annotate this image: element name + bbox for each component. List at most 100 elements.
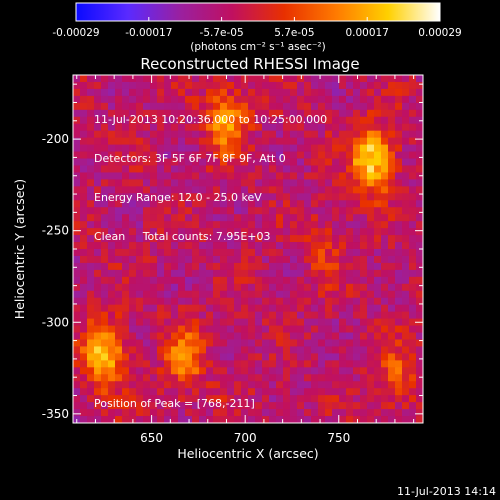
heatmap-cell — [157, 193, 165, 201]
heatmap-cell — [311, 360, 319, 368]
heatmap-cell — [80, 186, 88, 194]
heatmap-cell — [318, 186, 326, 194]
heatmap-cell — [185, 144, 193, 152]
heatmap-cell — [115, 416, 123, 424]
heatmap-cell — [73, 123, 81, 132]
heatmap-cell — [73, 221, 81, 229]
heatmap-cell — [192, 137, 200, 145]
heatmap-cell — [206, 158, 214, 166]
heatmap-cell — [80, 374, 88, 382]
heatmap-cell — [409, 290, 417, 299]
heatmap-cell — [178, 102, 186, 111]
heatmap-cell — [73, 395, 81, 403]
heatmap-cell — [297, 276, 305, 285]
heatmap-cell — [129, 290, 137, 299]
heatmap-cell — [192, 123, 200, 132]
heatmap-cell — [332, 207, 340, 215]
annotation-detectors: Detectors: 3F 5F 6F 7F 8F 9F, Att 0 — [94, 152, 286, 165]
heatmap-cell — [325, 165, 333, 173]
heatmap-cell — [276, 81, 284, 90]
heatmap-cell — [164, 151, 172, 159]
heatmap-cell — [73, 151, 81, 159]
heatmap-cell — [101, 395, 109, 403]
heatmap-cell — [220, 109, 228, 118]
heatmap-cell — [332, 95, 340, 104]
heatmap-cell — [213, 144, 221, 152]
heatmap-cell — [325, 207, 333, 215]
heatmap-cell — [241, 116, 249, 125]
heatmap-cell — [199, 186, 207, 194]
heatmap-cell — [353, 151, 361, 159]
heatmap-cell — [220, 409, 228, 417]
heatmap-cell — [129, 130, 137, 139]
heatmap-cell — [374, 151, 382, 159]
heatmap-cell — [87, 255, 95, 264]
heatmap-cell — [255, 137, 263, 145]
heatmap-cell — [122, 290, 130, 299]
heatmap-cell — [353, 249, 361, 257]
heatmap-cell — [220, 235, 228, 243]
heatmap-cell — [143, 123, 151, 132]
heatmap-cell — [255, 395, 263, 403]
heatmap-cell — [213, 262, 221, 271]
heatmap-cell — [94, 151, 102, 159]
heatmap-cell — [346, 95, 354, 104]
heatmap-cell — [297, 158, 305, 166]
heatmap-cell — [241, 360, 249, 368]
heatmap-cell — [353, 262, 361, 271]
heatmap-cell — [129, 186, 137, 194]
heatmap-cell — [185, 221, 193, 229]
heatmap-cell — [101, 381, 109, 389]
heatmap-cell — [108, 221, 116, 229]
heatmap-cell — [367, 255, 375, 264]
heatmap-cell — [416, 304, 424, 313]
heatmap-cell — [360, 109, 368, 118]
heatmap-cell — [143, 158, 151, 166]
heatmap-cell — [346, 193, 354, 201]
heatmap-cell — [192, 75, 200, 83]
heatmap-cell — [388, 172, 396, 180]
heatmap-cell — [206, 200, 214, 208]
heatmap-cell — [248, 109, 256, 118]
heatmap-cell — [304, 172, 312, 180]
heatmap-cell — [108, 353, 116, 361]
heatmap-cell — [311, 102, 319, 111]
heatmap-cell — [87, 221, 95, 229]
heatmap-cell — [115, 186, 123, 194]
heatmap-cell — [143, 304, 151, 313]
heatmap-cell — [402, 367, 410, 375]
heatmap-cell — [108, 311, 116, 319]
heatmap-cell — [213, 228, 221, 236]
heatmap-cell — [241, 200, 249, 208]
heatmap-cell — [178, 346, 186, 354]
heatmap-cell — [262, 381, 270, 389]
heatmap-cell — [213, 165, 221, 173]
heatmap-cell — [409, 262, 417, 271]
heatmap-cell — [73, 325, 81, 333]
heatmap-cell — [157, 374, 165, 382]
heatmap-cell — [311, 109, 319, 118]
heatmap-cell — [87, 332, 95, 340]
heatmap-cell — [122, 172, 130, 180]
heatmap-cell — [73, 144, 81, 152]
heatmap-cell — [192, 395, 200, 403]
heatmap-cell — [297, 207, 305, 215]
heatmap-cell — [255, 367, 263, 375]
heatmap-cell — [129, 262, 137, 271]
heatmap-cell — [339, 130, 347, 139]
heatmap-cell — [262, 409, 270, 417]
heatmap-cell — [311, 395, 319, 403]
heatmap-cell — [213, 346, 221, 354]
heatmap-cell — [409, 360, 417, 368]
heatmap-cell — [311, 75, 319, 83]
heatmap-cell — [311, 179, 319, 187]
heatmap-cell — [227, 228, 235, 236]
heatmap-cell — [318, 353, 326, 361]
heatmap-cell — [318, 88, 326, 97]
heatmap-cell — [213, 255, 221, 264]
heatmap-cell — [227, 249, 235, 257]
heatmap-cell — [374, 416, 382, 424]
heatmap-cell — [269, 416, 277, 424]
heatmap-cell — [157, 123, 165, 132]
heatmap-cell — [311, 332, 319, 340]
